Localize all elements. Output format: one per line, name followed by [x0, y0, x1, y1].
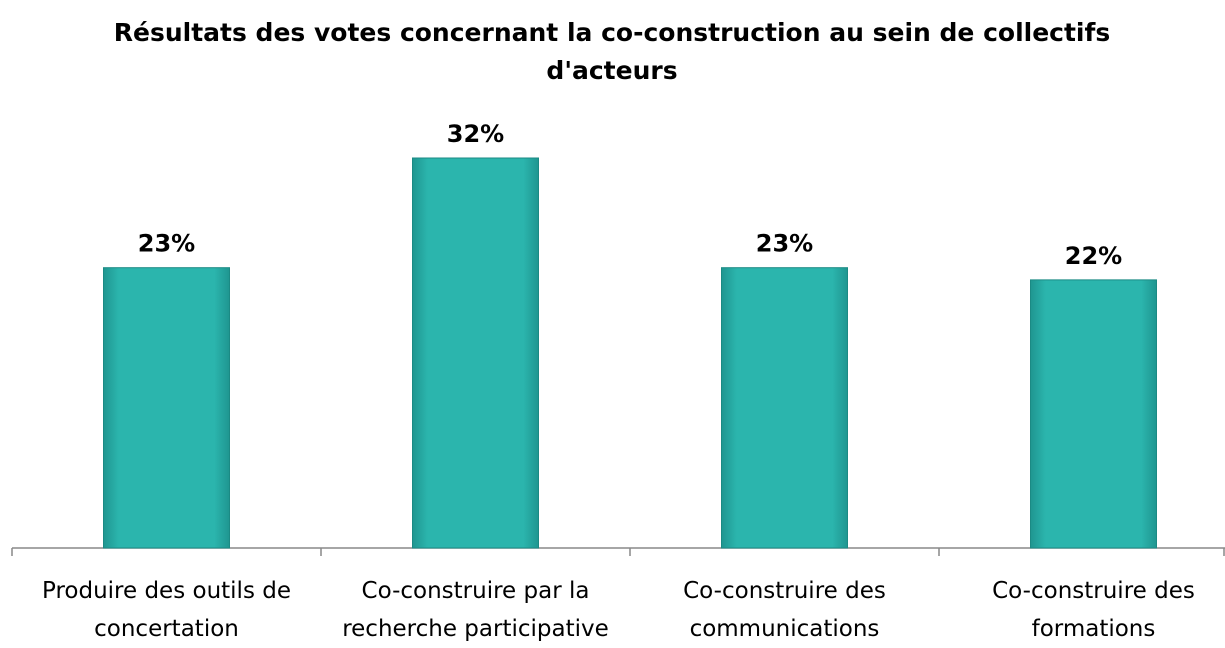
x-tick-label: Co-construire des formations — [949, 572, 1225, 648]
x-tick-label: Co-construire des communications — [640, 572, 930, 648]
bar — [104, 268, 230, 548]
bar — [413, 158, 539, 548]
value-label: 22% — [1065, 242, 1122, 270]
value-label: 23% — [138, 230, 195, 258]
bar — [722, 268, 848, 548]
bar — [1031, 280, 1157, 548]
value-label: 23% — [756, 230, 813, 258]
x-tick-label: Co-construire par la recherche participa… — [331, 572, 621, 648]
value-label: 32% — [447, 120, 504, 148]
x-tick-label: Produire des outils de concertation — [22, 572, 312, 648]
